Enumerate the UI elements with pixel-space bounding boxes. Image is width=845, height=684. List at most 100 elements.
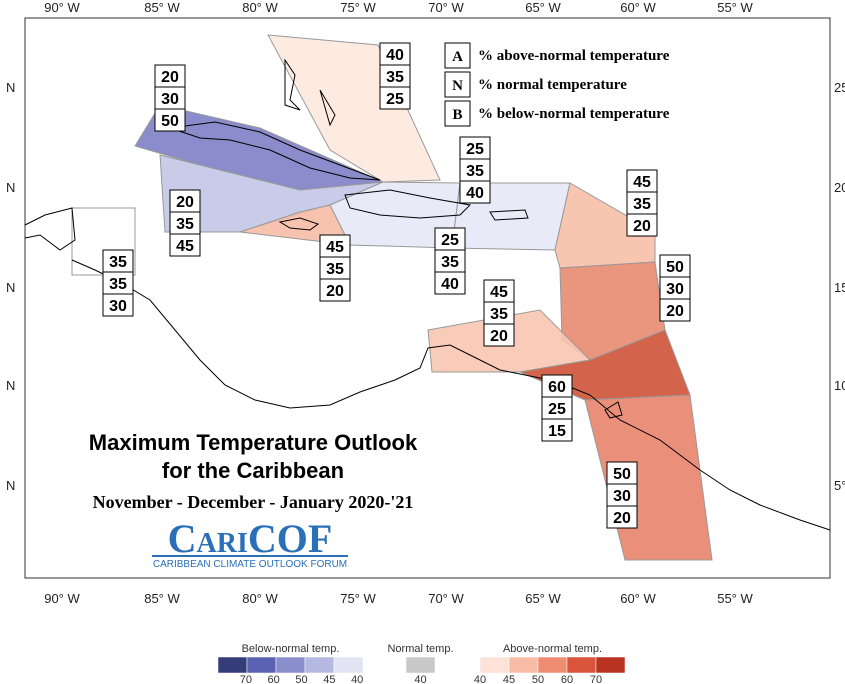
legend-tick: 45 xyxy=(323,674,335,684)
lon-label: 65° W xyxy=(525,591,561,606)
legend-title: Normal temp. xyxy=(387,643,453,655)
key-box xyxy=(444,42,471,69)
title-line: Maximum Temperature Outlook xyxy=(89,430,418,455)
legend-tick: 70 xyxy=(240,674,252,684)
region-value: 30 xyxy=(613,488,631,505)
legend-tick: 40 xyxy=(414,674,426,684)
lon-label: 80° W xyxy=(242,591,278,606)
value-box xyxy=(659,298,691,322)
lon-label: 60° W xyxy=(620,591,656,606)
region-value: 60 xyxy=(548,379,566,396)
region-value: 20 xyxy=(326,283,344,300)
value-box xyxy=(541,418,573,442)
map-labels: 90° W 90° W 85° W 85° W 80° W 80° W 75° W 75° W… xyxy=(6,0,845,606)
lat-label: N xyxy=(6,80,15,95)
legend-tick: 60 xyxy=(268,674,280,684)
region-value: 35 xyxy=(441,254,459,271)
lon-label: 70° W xyxy=(428,591,464,606)
key-box xyxy=(444,71,471,98)
region-value: 25 xyxy=(441,232,459,249)
region-value: 50 xyxy=(161,113,179,130)
legend-swatch xyxy=(537,656,568,674)
region-value: 30 xyxy=(161,91,179,108)
region-value: 20 xyxy=(666,303,684,320)
lon-label: 55° W xyxy=(717,591,753,606)
region-value: 40 xyxy=(386,47,404,64)
lon-label: 60° W xyxy=(620,0,656,15)
region-value: 50 xyxy=(666,259,684,276)
legend-swatch xyxy=(405,656,436,674)
region-value: 35 xyxy=(109,276,127,293)
lon-label: 90° W xyxy=(44,591,80,606)
key-text: % normal temperature xyxy=(478,77,627,93)
region-value: 50 xyxy=(613,466,631,483)
lon-label: 65° W xyxy=(525,0,561,15)
legend-swatch xyxy=(217,656,248,674)
region-value: 35 xyxy=(326,261,344,278)
value-box xyxy=(434,271,466,295)
lat-label: N xyxy=(6,378,15,393)
region-value: 35 xyxy=(466,163,484,180)
region-value: 20 xyxy=(161,69,179,86)
logo: CariCOF xyxy=(168,516,333,561)
region-value: 20 xyxy=(633,218,651,235)
key-text: % below-normal temperature xyxy=(478,106,670,122)
lat-label: N xyxy=(6,478,15,493)
value-box xyxy=(154,108,186,132)
region-value: 25 xyxy=(548,401,566,418)
key-letter: A xyxy=(452,49,463,65)
legend-tick: 45 xyxy=(503,674,515,684)
value-box xyxy=(483,323,515,347)
region-value: 45 xyxy=(326,239,344,256)
region-value: 35 xyxy=(490,306,508,323)
key-letter: B xyxy=(452,107,462,123)
lat-label: 20 xyxy=(834,180,845,195)
value-box xyxy=(459,180,491,204)
region-value: 20 xyxy=(176,194,194,211)
region-value: 35 xyxy=(176,216,194,233)
value-box xyxy=(169,233,201,257)
lon-label: 75° W xyxy=(340,0,376,15)
key-letter: N xyxy=(452,78,463,94)
region xyxy=(267,34,441,183)
lat-label: 25 xyxy=(834,80,845,95)
region-value: 25 xyxy=(466,141,484,158)
lat-label: 10 xyxy=(834,378,845,393)
legend-title: Below-normal temp. xyxy=(242,643,340,655)
region-value: 25 xyxy=(386,91,404,108)
period: November - December - January 2020-'21 xyxy=(93,492,414,512)
legend-tick: 70 xyxy=(590,674,602,684)
region-value: 45 xyxy=(633,174,651,191)
lon-label: 90° W xyxy=(44,0,80,15)
lon-label: 75° W xyxy=(340,591,376,606)
legend-tick: 60 xyxy=(561,674,573,684)
legend-tick: 50 xyxy=(532,674,544,684)
legend-swatch xyxy=(595,656,626,674)
legend-swatch xyxy=(304,656,335,674)
legend-swatch xyxy=(275,656,306,674)
region-value: 35 xyxy=(109,254,127,271)
region-value: 15 xyxy=(548,423,566,440)
legend-swatch xyxy=(333,656,364,674)
lon-label: 85° W xyxy=(144,591,180,606)
title-line: for the Caribbean xyxy=(162,458,344,483)
logo-tagline: CARIBBEAN CLIMATE OUTLOOK FORUM xyxy=(153,559,347,570)
value-box xyxy=(606,505,638,529)
legend-title: Above-normal temp. xyxy=(503,643,602,655)
legend-tick: 50 xyxy=(295,674,307,684)
lon-label: 85° W xyxy=(144,0,180,15)
lon-label: 70° W xyxy=(428,0,464,15)
lat-label: 5° xyxy=(834,478,845,493)
region-value: 20 xyxy=(613,510,631,527)
value-box xyxy=(626,213,658,237)
legend-swatch xyxy=(479,656,510,674)
region-value: 45 xyxy=(176,238,194,255)
legend-swatch xyxy=(566,656,597,674)
legend-swatch xyxy=(508,656,539,674)
region-value: 45 xyxy=(490,284,508,301)
lat-label: N xyxy=(6,180,15,195)
region-value: 40 xyxy=(441,276,459,293)
region-value: 20 xyxy=(490,328,508,345)
region-value: 30 xyxy=(666,281,684,298)
